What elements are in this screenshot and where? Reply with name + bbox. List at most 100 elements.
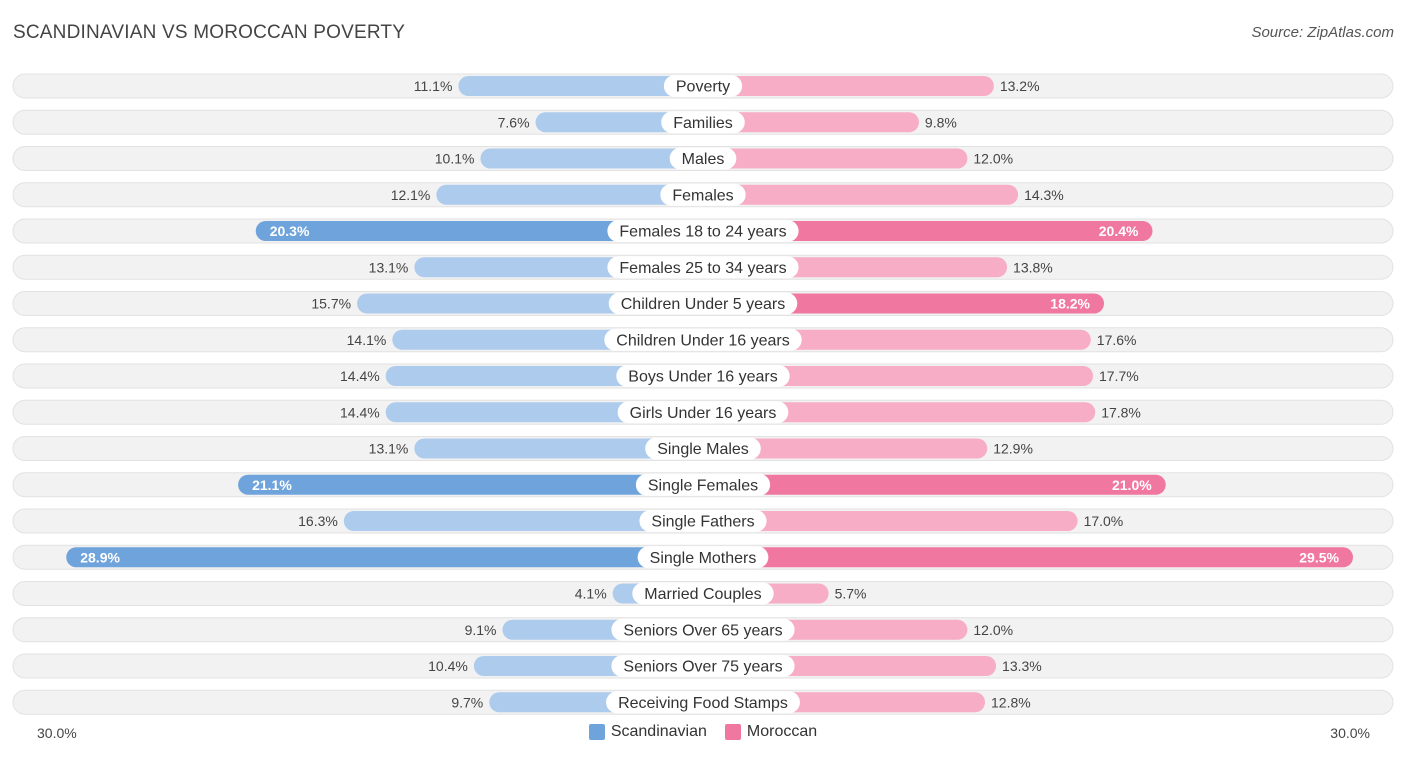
category-label: Females — [672, 187, 733, 204]
value-label-moroccan: 5.7% — [835, 586, 867, 602]
legend-label-scandinavian: Scandinavian — [610, 723, 707, 740]
value-label-moroccan: 9.8% — [925, 114, 957, 130]
legend-item-scandinavian[interactable]: Scandinavian — [588, 723, 707, 741]
category-pill — [639, 510, 767, 532]
bar-scandinavian — [480, 148, 713, 169]
category-label: Seniors Over 75 years — [623, 659, 782, 676]
bar-moroccan — [693, 221, 1153, 241]
category-label: Seniors Over 65 years — [623, 622, 782, 639]
category-label: Receiving Food Stamps — [618, 695, 788, 712]
value-label-moroccan: 12.8% — [991, 694, 1031, 710]
legend-swatch-scandinavian — [588, 724, 605, 740]
value-label-scandinavian: 28.9% — [80, 549, 120, 565]
value-label-scandinavian: 4.1% — [575, 586, 607, 602]
category-pill — [617, 401, 789, 424]
category-label: Single Females — [648, 477, 758, 494]
value-label-moroccan: 14.3% — [1024, 187, 1064, 203]
value-label-moroccan: 17.8% — [1101, 404, 1141, 420]
bar-scandinavian — [255, 221, 713, 241]
chart-title: SCANDINAVIAN VS MOROCCAN POVERTY — [13, 22, 406, 43]
value-label-scandinavian: 14.1% — [347, 332, 387, 348]
category-label: Single Fathers — [651, 514, 754, 531]
value-label-moroccan: 17.6% — [1097, 332, 1137, 348]
bar-moroccan — [693, 474, 1166, 495]
category-pill — [616, 365, 790, 387]
category-pill — [663, 75, 743, 97]
category-pill — [660, 183, 746, 206]
category-pill — [669, 147, 737, 170]
bar-moroccan — [693, 76, 994, 96]
legend-swatch-moroccan — [724, 724, 741, 740]
category-pill — [608, 292, 798, 315]
bar-moroccan — [693, 547, 1353, 568]
bar-moroccan — [693, 112, 919, 133]
value-label-scandinavian: 9.1% — [465, 622, 497, 638]
category-label: Children Under 16 years — [616, 332, 789, 349]
bar-scandinavian — [436, 184, 713, 205]
value-label-moroccan: 12.0% — [973, 622, 1013, 638]
category-label: Families — [673, 115, 733, 132]
category-pill — [637, 546, 769, 569]
category-label: Females 18 to 24 years — [619, 224, 786, 241]
value-label-scandinavian: 7.6% — [498, 114, 530, 130]
bar-moroccan — [693, 184, 1019, 205]
category-label: Females 25 to 34 years — [619, 260, 786, 277]
category-pill — [604, 328, 802, 351]
legend-item-moroccan[interactable]: Moroccan — [724, 723, 818, 741]
category-label: Single Mothers — [650, 550, 757, 567]
bar-scandinavian — [238, 474, 713, 495]
bar-scandinavian — [343, 511, 713, 531]
axis-right-label: 30.0% — [1330, 725, 1370, 741]
value-label-scandinavian: 20.3% — [270, 223, 310, 239]
bar-moroccan — [693, 511, 1078, 531]
value-label-scandinavian: 10.1% — [435, 151, 475, 167]
category-label: Single Males — [657, 441, 749, 458]
value-label-moroccan: 20.4% — [1099, 223, 1139, 239]
bar-scandinavian — [66, 547, 713, 568]
value-label-scandinavian: 12.1% — [391, 187, 431, 203]
bar-scandinavian — [458, 76, 713, 96]
value-label-scandinavian: 13.1% — [369, 441, 409, 457]
category-pill — [611, 618, 795, 641]
legend: Scandinavian Moroccan — [0, 723, 1406, 741]
value-label-moroccan: 12.9% — [993, 441, 1033, 457]
value-label-moroccan: 12.0% — [973, 151, 1013, 167]
category-pill — [611, 655, 795, 677]
value-label-moroccan: 13.3% — [1002, 658, 1042, 674]
source-credit: Source: ZipAtlas.com — [1251, 24, 1394, 41]
value-label-scandinavian: 14.4% — [340, 404, 380, 420]
value-label-scandinavian: 13.1% — [369, 259, 409, 275]
category-pill — [632, 582, 774, 605]
value-label-scandinavian: 10.4% — [428, 658, 468, 674]
category-label: Poverty — [676, 79, 730, 96]
value-label-moroccan: 29.5% — [1299, 549, 1339, 565]
category-pill — [606, 691, 800, 714]
value-label-moroccan: 13.8% — [1013, 259, 1053, 275]
bar-moroccan — [693, 366, 1093, 386]
bar-scandinavian — [414, 438, 713, 459]
value-label-moroccan: 13.2% — [1000, 78, 1040, 94]
bar-moroccan — [693, 438, 988, 459]
value-label-moroccan: 18.2% — [1050, 296, 1090, 312]
value-label-moroccan: 17.0% — [1084, 513, 1124, 529]
value-label-scandinavian: 9.7% — [451, 694, 483, 710]
value-label-scandinavian: 15.7% — [311, 296, 351, 312]
legend-label-moroccan: Moroccan — [746, 723, 818, 740]
category-label: Married Couples — [644, 586, 761, 603]
category-label: Boys Under 16 years — [628, 369, 777, 386]
value-label-scandinavian: 21.1% — [252, 477, 292, 493]
value-label-moroccan: 17.7% — [1099, 368, 1139, 384]
value-label-scandinavian: 11.1% — [414, 78, 453, 94]
category-pill — [645, 437, 761, 460]
bar-moroccan — [693, 148, 968, 169]
category-label: Children Under 5 years — [621, 296, 786, 313]
bar-moroccan — [693, 402, 1096, 423]
category-pill — [607, 256, 799, 279]
category-pill — [661, 111, 745, 134]
value-label-moroccan: 21.0% — [1112, 477, 1152, 493]
category-pill — [607, 220, 799, 242]
axis-left-label: 30.0% — [37, 725, 77, 741]
category-label: Girls Under 16 years — [630, 405, 777, 422]
category-pill — [635, 473, 771, 496]
